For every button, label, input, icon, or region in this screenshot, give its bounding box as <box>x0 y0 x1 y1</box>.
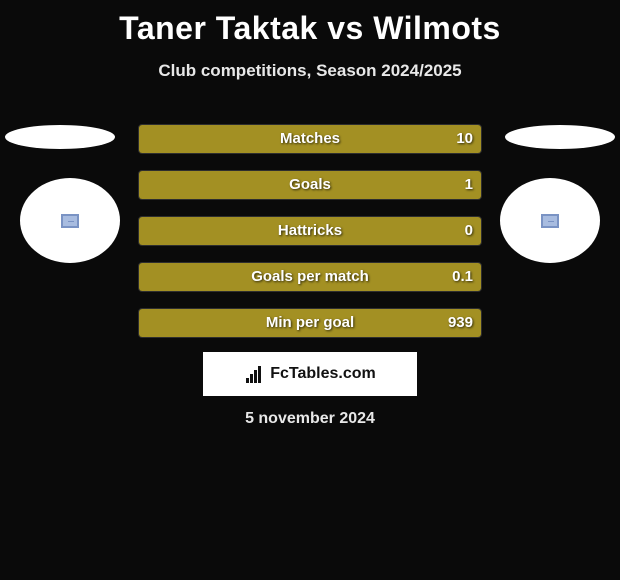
stat-row: Goals1 <box>138 170 482 200</box>
placeholder-icon <box>541 214 559 228</box>
stat-value-right: 0 <box>465 222 473 239</box>
stat-label: Hattricks <box>139 222 481 239</box>
player-left-ellipse <box>5 125 115 149</box>
brand-badge: FcTables.com <box>203 352 417 396</box>
player-right-ellipse <box>505 125 615 149</box>
stats-bars: Matches10Goals1Hattricks0Goals per match… <box>138 124 482 354</box>
stat-label: Goals per match <box>139 268 481 285</box>
stat-label: Matches <box>139 130 481 147</box>
player-left-avatar <box>20 178 120 263</box>
stat-row: Matches10 <box>138 124 482 154</box>
stat-label: Goals <box>139 176 481 193</box>
page-subtitle: Club competitions, Season 2024/2025 <box>0 61 620 81</box>
player-right-avatar <box>500 178 600 263</box>
stat-value-right: 10 <box>456 130 473 147</box>
stat-value-right: 939 <box>448 314 473 331</box>
stat-value-right: 0.1 <box>452 268 473 285</box>
brand-chart-icon <box>244 365 266 383</box>
stat-row: Hattricks0 <box>138 216 482 246</box>
brand-text: FcTables.com <box>270 365 376 383</box>
placeholder-icon <box>61 214 79 228</box>
stat-value-right: 1 <box>465 176 473 193</box>
stat-row: Min per goal939 <box>138 308 482 338</box>
stat-row: Goals per match0.1 <box>138 262 482 292</box>
page-date: 5 november 2024 <box>0 410 620 428</box>
page-title: Taner Taktak vs Wilmots <box>0 0 620 47</box>
stat-label: Min per goal <box>139 314 481 331</box>
